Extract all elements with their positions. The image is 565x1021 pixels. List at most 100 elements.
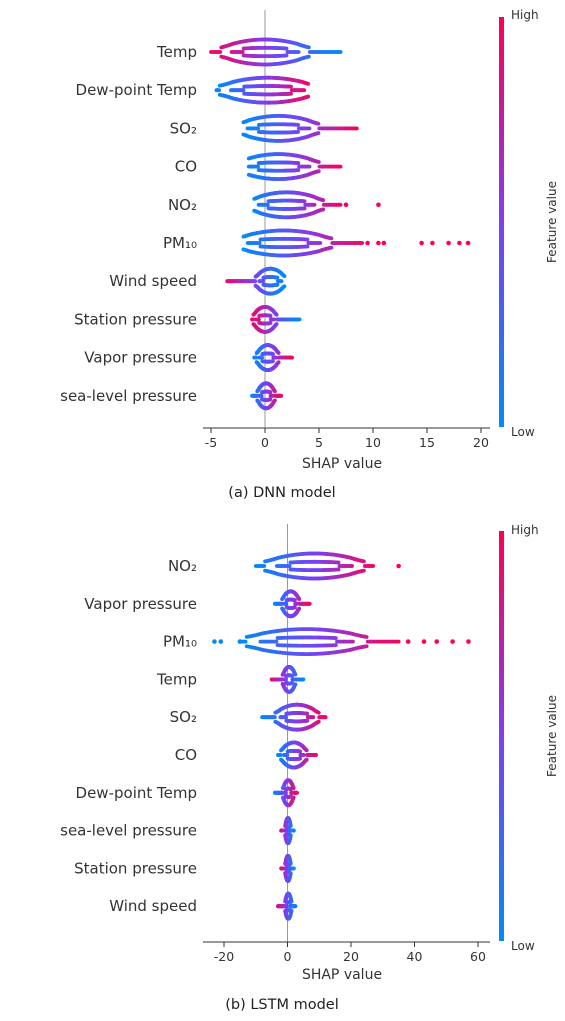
colorbar-high-label: High xyxy=(511,523,539,537)
feature-swarm xyxy=(209,37,343,67)
data-point xyxy=(256,317,261,322)
x-tick-label: 0 xyxy=(261,435,269,450)
data-point xyxy=(466,639,471,644)
x-tick-label: 15 xyxy=(419,435,435,450)
data-point xyxy=(217,88,221,93)
data-point xyxy=(305,244,310,249)
feature-swarm xyxy=(250,305,302,334)
data-point xyxy=(273,398,277,403)
feature-label: NO₂ xyxy=(168,196,197,214)
data-point xyxy=(256,126,260,131)
data-point xyxy=(268,321,273,325)
data-point xyxy=(284,601,289,606)
data-point xyxy=(302,199,307,204)
data-point xyxy=(306,54,311,59)
data-point xyxy=(256,164,260,169)
feature-swarm xyxy=(252,190,381,220)
feature-swarm xyxy=(225,266,287,296)
feature-label: Wind speed xyxy=(109,272,197,290)
data-point xyxy=(318,241,323,245)
data-point xyxy=(282,284,287,289)
data-point xyxy=(365,240,370,246)
data-point xyxy=(338,202,343,207)
data-point xyxy=(274,639,279,644)
colorbar xyxy=(499,531,504,941)
data-point xyxy=(290,355,294,360)
data-point xyxy=(296,130,300,134)
data-point xyxy=(261,279,265,284)
x-tick-label: 20 xyxy=(473,435,489,450)
data-point xyxy=(296,168,301,173)
x-tick-label: 20 xyxy=(343,949,359,964)
data-point xyxy=(329,236,334,241)
data-point xyxy=(279,279,284,284)
data-point xyxy=(274,312,279,317)
feature-swarm xyxy=(241,228,471,258)
data-point xyxy=(253,279,258,284)
data-point xyxy=(362,559,366,564)
panel-caption: (b) LSTM model xyxy=(225,997,339,1013)
data-point xyxy=(421,639,427,644)
data-point xyxy=(218,639,224,644)
feature-label: PM₁₀ xyxy=(163,234,197,252)
data-point xyxy=(271,359,275,364)
data-point xyxy=(257,241,262,245)
data-point xyxy=(297,606,302,611)
data-point xyxy=(306,94,311,99)
colorbar-high-label: High xyxy=(511,8,539,22)
data-point xyxy=(354,126,359,131)
data-point xyxy=(282,274,287,279)
data-point xyxy=(283,677,288,682)
data-point xyxy=(343,202,349,208)
feature-label: Vapor pressure xyxy=(84,595,197,613)
colorbar-title: Feature value xyxy=(545,695,559,777)
feature-label: PM₁₀ xyxy=(163,633,197,651)
data-point xyxy=(336,560,341,565)
feature-label: Dew-point Temp xyxy=(76,81,197,99)
x-tick-label: 40 xyxy=(407,949,423,964)
data-point xyxy=(338,164,343,169)
data-point xyxy=(376,202,381,208)
feature-swarm xyxy=(214,75,311,105)
feature-swarm xyxy=(272,589,312,619)
feature-swarm xyxy=(212,627,471,656)
colorbar-title: Feature value xyxy=(545,181,559,263)
x-tick-label: -20 xyxy=(214,949,234,964)
data-point xyxy=(289,91,293,96)
data-point xyxy=(273,389,277,394)
data-point xyxy=(405,639,411,644)
data-point xyxy=(350,564,354,568)
x-axis-title: SHAP value xyxy=(302,967,382,983)
feature-label: Temp xyxy=(156,43,197,61)
data-point xyxy=(321,198,326,203)
data-point xyxy=(321,207,326,212)
x-tick-label: 60 xyxy=(470,949,486,964)
data-point xyxy=(268,390,273,395)
data-point xyxy=(259,393,264,398)
x-axis-title: SHAP value xyxy=(302,456,382,472)
data-point xyxy=(268,313,273,318)
data-point xyxy=(265,202,270,207)
data-point xyxy=(275,275,280,280)
data-point xyxy=(296,122,300,127)
data-point xyxy=(302,88,307,93)
feature-swarm xyxy=(246,152,343,181)
data-point xyxy=(287,564,292,568)
data-point xyxy=(306,45,311,50)
data-point xyxy=(284,46,289,51)
feature-label: Station pressure xyxy=(74,310,197,328)
data-point xyxy=(240,50,245,54)
data-point xyxy=(446,240,451,246)
data-point xyxy=(289,84,293,89)
data-point xyxy=(338,50,343,54)
colorbar-low-label: Low xyxy=(511,939,535,953)
data-point xyxy=(316,121,321,126)
data-point xyxy=(275,282,280,287)
data-point xyxy=(312,202,317,207)
data-point xyxy=(376,240,381,246)
feature-swarm xyxy=(241,114,359,143)
data-point xyxy=(296,161,301,165)
data-point xyxy=(362,568,366,573)
